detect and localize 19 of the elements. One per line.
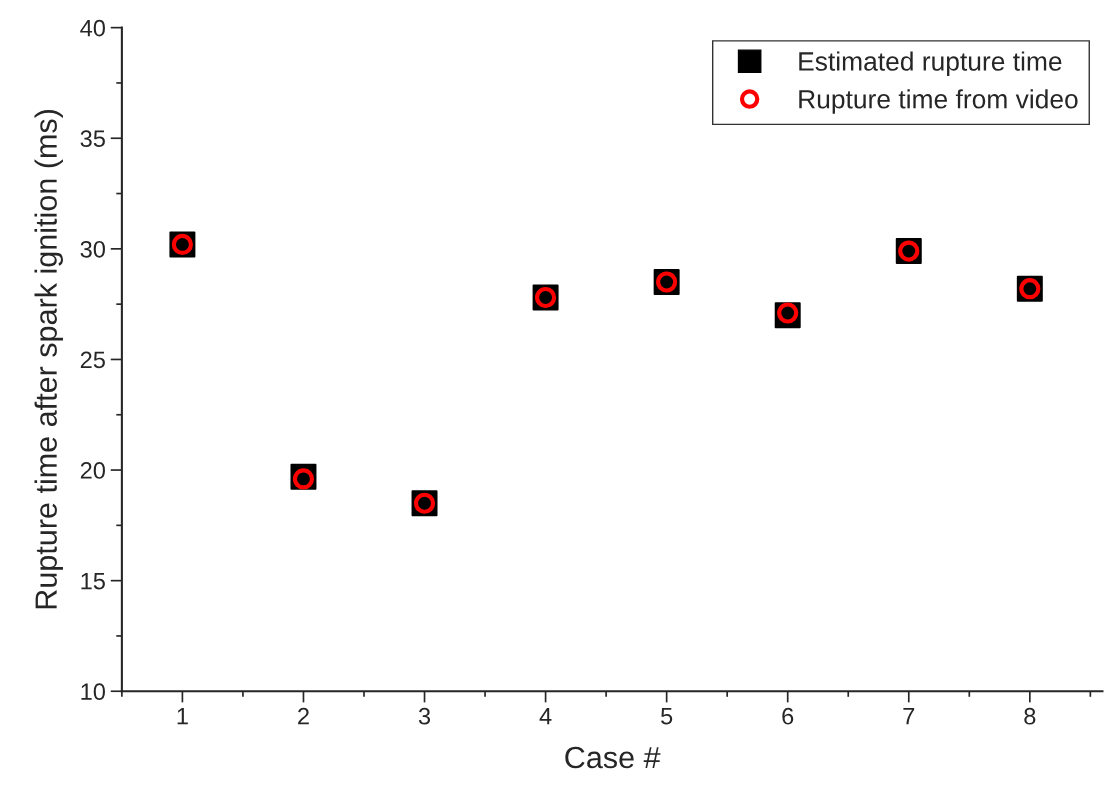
x-tick-label: 8	[1024, 707, 1036, 725]
x-tick-label: 6	[782, 707, 794, 725]
y-tick-label: 10	[81, 683, 105, 701]
legend-label: Rupture time from video	[799, 89, 1078, 114]
x-tick-label: 1	[177, 708, 188, 725]
legend-label: Estimated rupture time	[799, 51, 1062, 76]
y-tick-label: 35	[80, 130, 105, 148]
x-tick-label: 7	[903, 708, 915, 725]
y-tick-label: 25	[80, 351, 105, 369]
x-tick-label: 3	[418, 707, 431, 725]
y-axis-title: Rupture time after spark ignition (ms)	[34, 110, 63, 609]
x-tick-label: 4	[539, 708, 552, 725]
x-axis-title: Case #	[565, 746, 661, 769]
x-tick-label: 2	[298, 707, 309, 725]
y-tick-label: 15	[81, 572, 105, 590]
y-tick-label: 20	[80, 462, 105, 479]
y-tick-label: 30	[80, 240, 105, 258]
x-tick-label: 5	[661, 708, 673, 725]
y-tick-label: 40	[80, 19, 105, 37]
